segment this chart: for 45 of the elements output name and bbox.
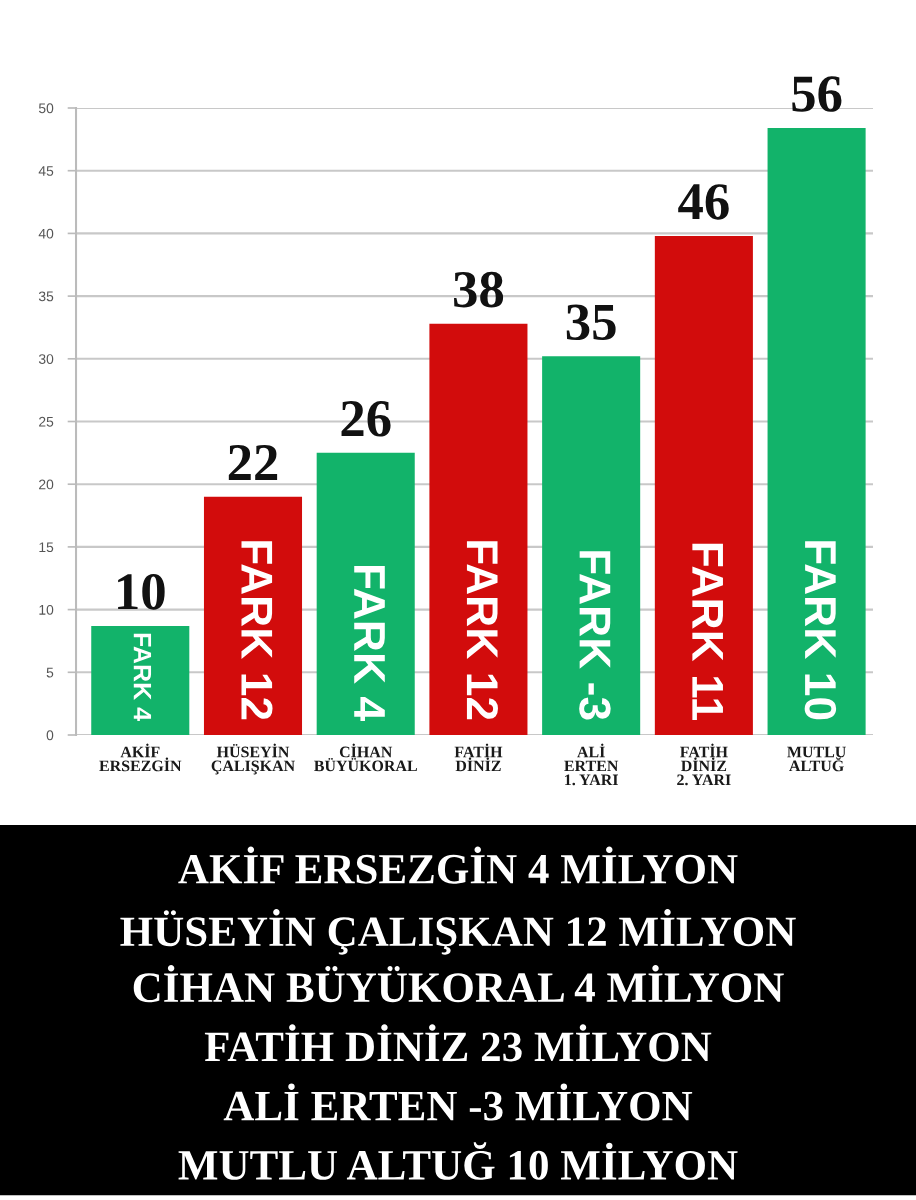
y-tick-label: 35 [38, 291, 54, 302]
annotation: 35 [566, 304, 616, 341]
text: MUTLU ALTUĞ 10 MİLYON [178, 1142, 738, 1180]
text: ALİ ERTEN -3 MİLYON [223, 1083, 693, 1121]
text: HÜSEYİN ÇALIŞKAN 12 MİLYON [120, 909, 796, 955]
annotation: 10 [118, 574, 165, 610]
x-tick-label: ALİ ERTEN 1. YARI [564, 743, 619, 786]
y-tick-label: 30 [38, 354, 54, 364]
text: AKİF ERSEZGİN 4 MİLYON [178, 846, 738, 884]
annotation: 26 [341, 401, 391, 437]
annotation: FARK 12 [241, 541, 273, 720]
y-tick-label: 0 [46, 730, 54, 741]
y-tick-label: 50 [38, 103, 54, 114]
y-tick-label: 10 [39, 604, 54, 615]
bar [654, 235, 753, 735]
bar [316, 452, 415, 735]
annotation: FARK 4 [354, 566, 385, 721]
y-tick-label: 25 [39, 416, 54, 427]
bar [203, 496, 303, 735]
annotation: 46 [678, 184, 729, 220]
annotation: FARK 12 [466, 541, 498, 720]
y-tick-label: 40 [38, 228, 54, 239]
x-tick-label: CİHAN BÜYÜKORAL [314, 743, 417, 772]
x-tick-label: HÜSEYİN ÇALIŞKAN [211, 743, 295, 775]
bar [767, 128, 866, 735]
x-tick-label: AKİF ERSEZGİN [99, 743, 182, 772]
y-tick-label: 15 [39, 542, 54, 553]
bar [542, 356, 641, 735]
annotation: 22 [228, 445, 278, 480]
annotation: 56 [792, 76, 842, 112]
bar [429, 323, 528, 735]
y-tick-label: 20 [39, 479, 54, 490]
x-tick-label: MUTLU ALTUĞ [787, 746, 846, 772]
text: CİHAN BÜYÜKORAL 4 MİLYON [133, 965, 784, 1003]
annotation: FARK 4 [133, 633, 152, 721]
y-tick-label: 5 [46, 667, 54, 678]
annotation: FARK -3 [579, 551, 611, 720]
bar [91, 625, 190, 735]
y-tick-label: 45 [38, 166, 54, 176]
annotation: FARK 10 [804, 541, 837, 720]
annotation: 38 [454, 271, 504, 308]
x-tick-label: FATİH DİNİZ 2. YARI [677, 743, 731, 786]
annotation: FARK 11 [692, 543, 723, 720]
text: FATİH DİNİZ 23 MİLYON [204, 1024, 712, 1062]
x-tick-label: FATİH DİNİZ [454, 743, 503, 772]
